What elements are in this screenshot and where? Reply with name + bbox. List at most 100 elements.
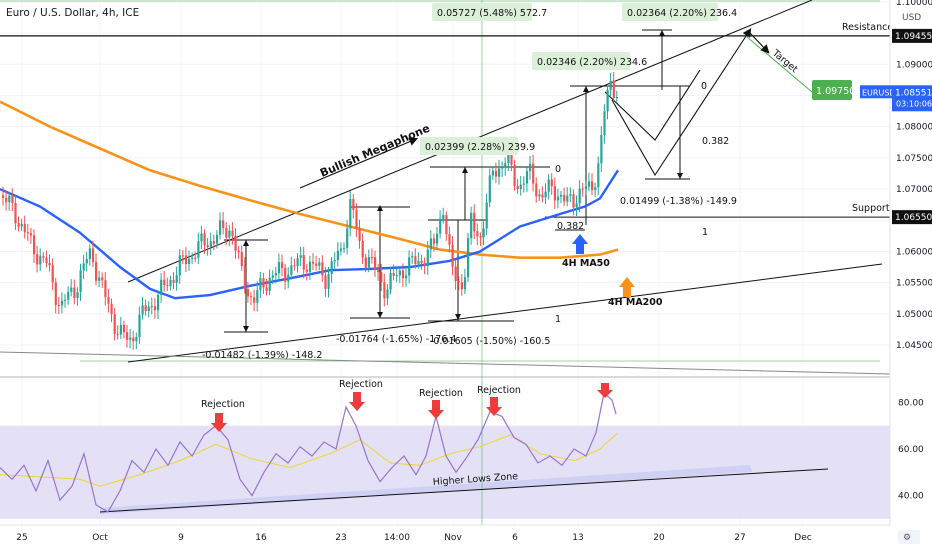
candle-body: [256, 290, 259, 303]
candle-body: [85, 259, 88, 264]
candle-body: [259, 278, 262, 291]
time-tick-0: 25: [16, 533, 27, 543]
candle-body: [550, 179, 553, 187]
candle-body: [370, 257, 374, 259]
symbol-axis-label: EURUSD: [862, 88, 896, 97]
candle-body: [265, 287, 268, 291]
ma50-line[interactable]: [0, 169, 620, 300]
candle-body: [349, 199, 352, 229]
rsi-zone-band: [0, 425, 890, 519]
rsi-tick-2: 40.00: [898, 492, 924, 502]
range-box-1: [432, 3, 532, 21]
candle-body: [209, 241, 212, 248]
candle-body: [485, 202, 488, 229]
candle-body: [581, 188, 584, 190]
candle-body: [538, 194, 541, 197]
candle-body: [609, 80, 612, 90]
candle-body: [215, 234, 219, 244]
candle-body: [442, 215, 445, 219]
candle-body: [312, 261, 315, 264]
range-box-3: [532, 52, 630, 70]
candle-body: [448, 234, 451, 245]
rsi-higher-lows-trendline[interactable]: [99, 468, 829, 513]
candle-body: [33, 235, 36, 255]
candle-body: [188, 258, 191, 265]
candle-body: [429, 238, 432, 250]
time-tick-1: Oct: [92, 533, 108, 543]
candle-body: [408, 257, 411, 276]
candle-body: [166, 285, 169, 287]
drawings-layer[interactable]: [0, 0, 891, 513]
candle-body: [355, 209, 358, 229]
candle-body: [454, 266, 457, 282]
settings-button[interactable]: [898, 530, 920, 544]
candle-body: [383, 282, 386, 299]
candle-body: [556, 196, 560, 201]
resistance-1-axis-value: 1.09455: [895, 32, 932, 42]
long-term-trendline[interactable]: [0, 351, 891, 375]
time-tick-6: Nov: [444, 533, 462, 543]
candles-layer[interactable]: [2, 72, 618, 350]
candle-body: [197, 241, 200, 258]
gear-icon[interactable]: ⚙: [903, 533, 911, 543]
candle-body: [67, 291, 70, 300]
candle-body: [107, 297, 110, 304]
megaphone-lower-trendline[interactable]: [127, 263, 883, 363]
candle-body: [389, 273, 392, 290]
candle-body: [374, 257, 377, 270]
rsi-tick-1: 60.00: [898, 445, 924, 455]
ma50-up-arrow: [572, 234, 588, 254]
rsi-line[interactable]: [0, 391, 617, 513]
candle-body: [246, 289, 250, 297]
candle-body: [339, 248, 343, 251]
candle-body: [343, 247, 346, 249]
candle-body: [380, 272, 383, 283]
candle-body: [479, 236, 482, 238]
rejection-label-4: Rejection: [477, 385, 521, 396]
candle-body: [615, 96, 618, 99]
time-tick-5: 14:00: [384, 533, 410, 543]
candle-body: [290, 265, 293, 275]
candle-body: [612, 80, 615, 99]
candle-body: [569, 194, 572, 196]
candle-body: [212, 241, 215, 244]
candle-body: [57, 304, 60, 306]
candle-body: [98, 277, 101, 281]
candle-body: [101, 277, 104, 281]
candle-body: [553, 186, 556, 201]
candle-body: [237, 250, 240, 253]
time-tick-9: 20: [653, 533, 665, 543]
candle-body: [346, 228, 349, 248]
candle-body: [411, 256, 414, 258]
candle-body: [420, 260, 423, 264]
candle-body: [358, 228, 361, 241]
candle-body: [436, 233, 439, 244]
candle-body: [122, 324, 126, 333]
range-label-6: -0.01482 (-1.39%) -148.2: [202, 350, 322, 361]
price-axis-box: [892, 85, 932, 112]
candle-body: [597, 163, 600, 188]
candle-body: [445, 215, 448, 235]
candle-body: [116, 333, 119, 335]
time-axis[interactable]: [0, 525, 932, 550]
rejection-label-1: Rejection: [201, 399, 245, 410]
candle-body: [253, 297, 256, 303]
fib-1-label-1: 1: [555, 314, 561, 325]
price-axis[interactable]: [890, 0, 932, 550]
candle-body: [513, 164, 516, 186]
candle-body: [113, 314, 116, 334]
range-label-3: 0.02346 (2.20%) 234.6: [537, 57, 647, 68]
candle-body: [392, 273, 395, 276]
candle-body: [175, 275, 178, 283]
candle-body: [293, 265, 296, 267]
time-tick-11: Dec: [794, 533, 811, 543]
candle-body: [147, 306, 150, 312]
candle-body: [60, 300, 64, 306]
price-tick-5: 1.07500: [896, 154, 932, 164]
candle-body: [36, 254, 39, 265]
candle-body: [26, 232, 29, 234]
candle-body: [327, 274, 330, 289]
candle-body: [160, 279, 163, 295]
